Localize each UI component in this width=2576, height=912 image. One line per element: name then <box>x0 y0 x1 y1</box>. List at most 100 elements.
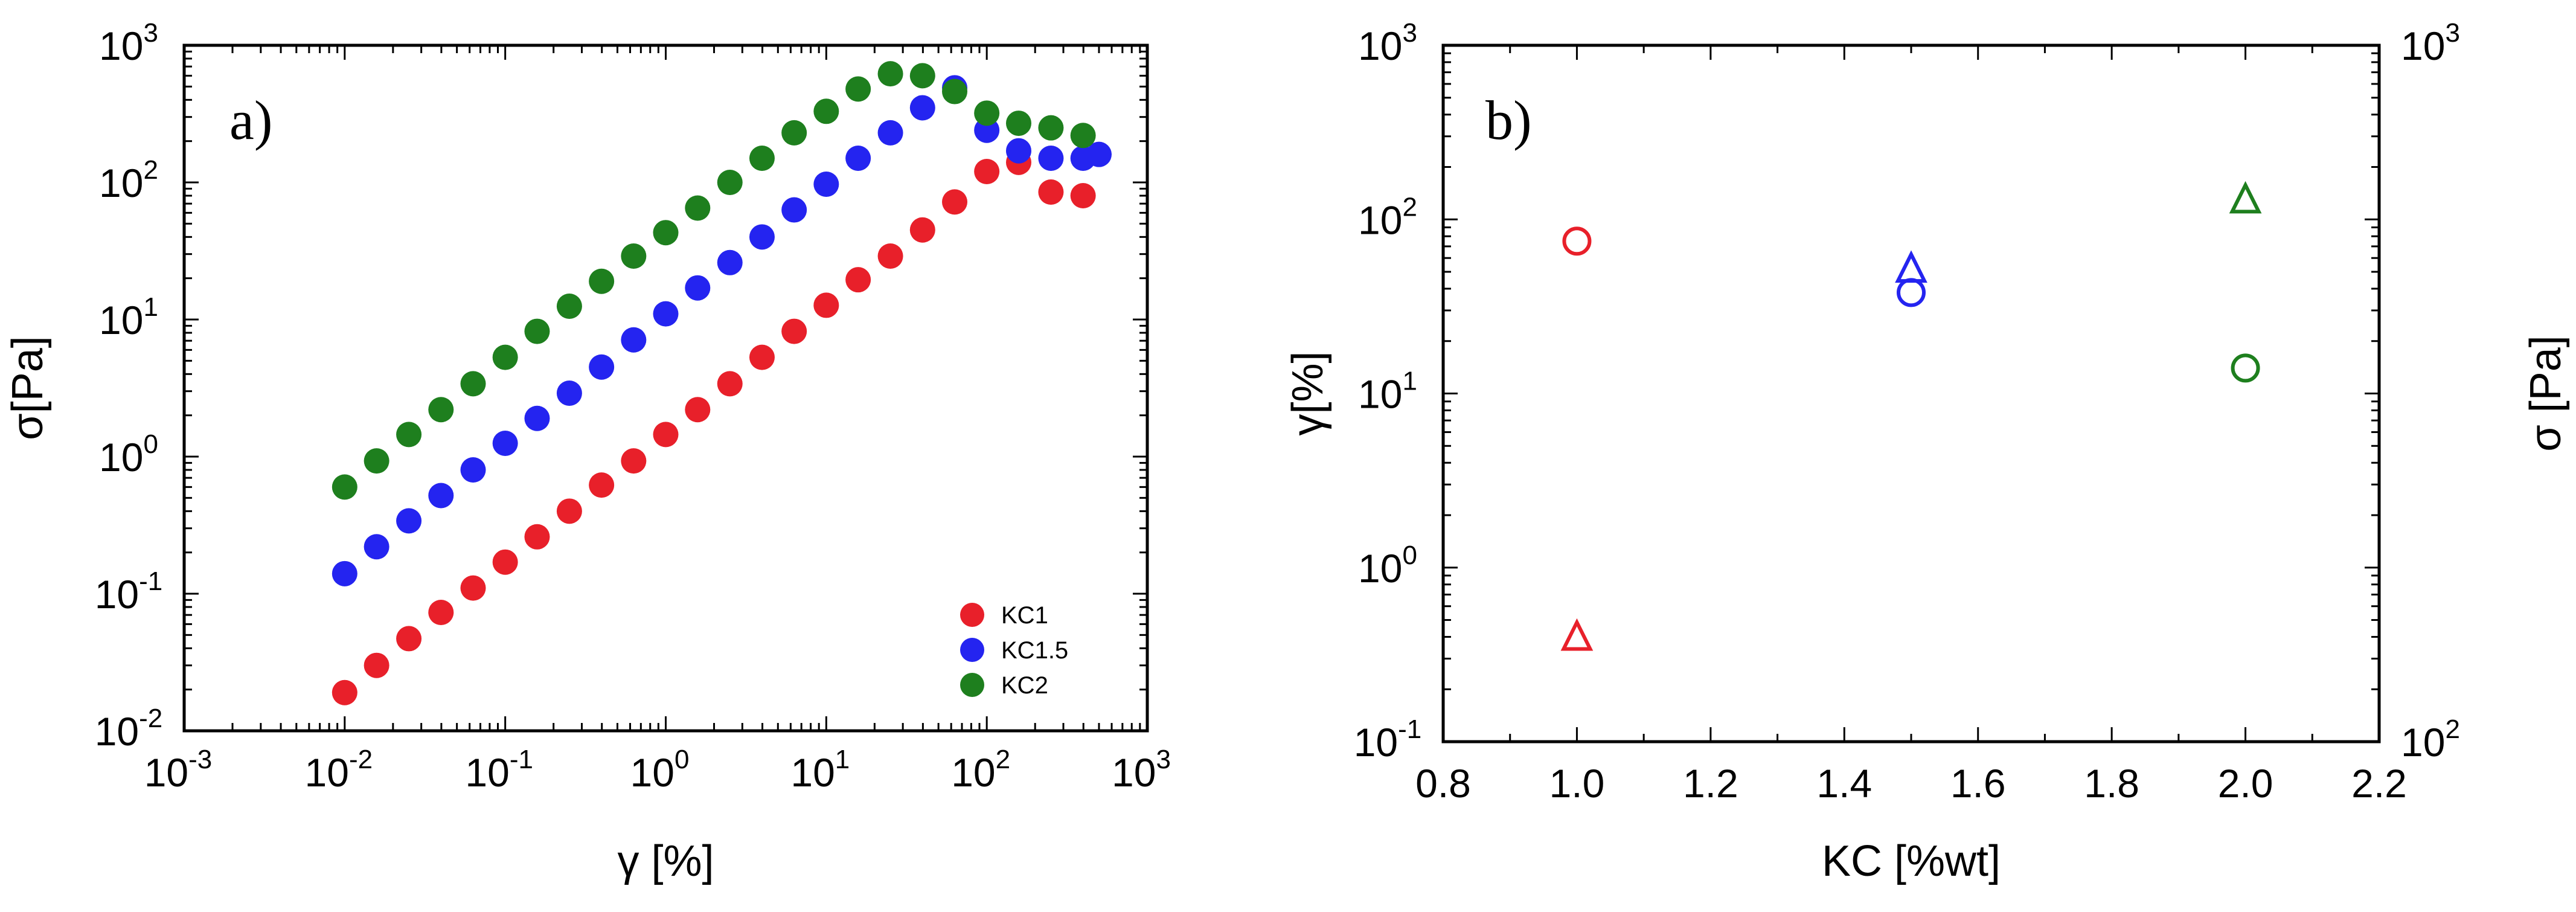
data-point-kc2 <box>621 243 647 269</box>
y-tick-label-b-base: 10 <box>1358 546 1402 591</box>
data-point-kc2 <box>749 146 775 172</box>
data-point-kc1 <box>813 292 839 318</box>
x-tick-label-a-exp: -2 <box>349 745 373 774</box>
y-tick-label-a-base: 10 <box>99 298 143 342</box>
y-tick-label-a-base: 10 <box>99 24 143 68</box>
data-point-kc1 <box>909 217 935 243</box>
data-point-circle <box>1897 278 1926 307</box>
x-tick-label-b: 1.8 <box>2084 761 2139 806</box>
y-tick-label-a-exp: -1 <box>139 567 162 596</box>
legend-marker <box>960 673 984 697</box>
data-point-kc2 <box>909 63 935 89</box>
data-point-kc2 <box>1070 123 1096 149</box>
data-point-kc1 <box>653 422 679 448</box>
data-point-kc1-5 <box>589 354 615 380</box>
data-point-kc1-5 <box>749 224 775 250</box>
data-point-kc1 <box>460 575 486 601</box>
data-point-kc1 <box>589 472 615 498</box>
panel-label-a: a) <box>229 89 272 151</box>
data-point-circle <box>2231 353 2260 383</box>
x-tick-label-a: 102 <box>951 745 1010 795</box>
y-tick-label-b-base: 10 <box>1358 24 1402 68</box>
chart-b: 0.8 1.0 1.2 1.4 1.6 1.8 2.0 2.210-1100101102103… <box>1284 18 2570 885</box>
y-tick-label-a-base: 10 <box>95 572 139 617</box>
data-point-kc1-5 <box>1086 141 1112 167</box>
x-tick-label-b: 1.2 <box>1683 761 1738 806</box>
data-point-kc1-5 <box>428 483 454 509</box>
x-tick-label-a-exp: 1 <box>835 745 850 774</box>
data-point-kc1-5 <box>364 534 389 560</box>
data-point-kc1-5 <box>813 172 839 197</box>
data-point-kc1 <box>492 549 518 575</box>
data-point-triangle <box>1560 618 1594 651</box>
data-point-kc1 <box>364 652 389 678</box>
data-point-kc1 <box>396 626 422 652</box>
data-point-kc1 <box>1038 179 1064 205</box>
data-point-kc1-5 <box>524 405 550 431</box>
data-point-kc1-5 <box>332 560 357 586</box>
data-point-kc2 <box>460 371 486 397</box>
data-point-triangle <box>1895 250 1927 283</box>
data-point-kc2 <box>653 220 679 246</box>
data-point-kc2 <box>781 120 807 146</box>
x-tick-label-a-exp: -3 <box>188 745 212 774</box>
data-point-kc1 <box>332 679 357 705</box>
data-point-kc1 <box>845 267 871 293</box>
y-tick-label-a-exp: 0 <box>143 429 158 459</box>
y-tick-label-a-exp: 2 <box>143 155 158 185</box>
x-tick-label-b: 2.0 <box>2218 761 2273 806</box>
y2-tick-label-b-base: 10 <box>2401 24 2445 68</box>
x-tick-label-a: 10-2 <box>305 745 373 795</box>
y-tick-label-a-exp: -2 <box>139 704 162 733</box>
y-tick-label-b: 103 <box>1358 18 1417 68</box>
data-point-kc1-5 <box>1038 146 1064 172</box>
data-point-kc2 <box>813 98 839 124</box>
y-tick-label-b-exp: 2 <box>1402 192 1417 222</box>
y-axis-label-a: σ[Pa] <box>4 336 52 440</box>
data-point-kc2 <box>685 195 711 221</box>
panel-label-b: b) <box>1485 89 1532 151</box>
x-tick-label-a: 10-3 <box>144 745 213 795</box>
legend-label: KC1 <box>1001 602 1048 629</box>
data-point-kc1-5 <box>781 197 807 223</box>
data-point-kc2 <box>492 344 518 370</box>
x-tick-label-a-base: 10 <box>951 750 995 795</box>
x-axis-label-a: γ [%] <box>617 837 714 885</box>
x-tick-label-b: 1.0 <box>1549 761 1605 806</box>
y-tick-label-a: 10-1 <box>95 567 163 617</box>
data-point-kc2 <box>942 79 968 104</box>
data-point-kc2 <box>1005 111 1031 136</box>
data-point-kc1-5 <box>653 301 679 327</box>
data-point-kc1-5 <box>556 381 582 406</box>
data-point-kc1 <box>556 498 582 524</box>
y-tick-label-b: 10-1 <box>1354 715 1422 765</box>
data-point-kc1 <box>749 344 775 370</box>
y-tick-label-a-base: 10 <box>99 161 143 205</box>
y2-tick-label-b-base: 10 <box>2401 720 2445 765</box>
data-point-kc1-5 <box>396 508 422 534</box>
y2-tick-label-b-exp: 2 <box>2445 715 2459 744</box>
legend-marker <box>960 638 984 662</box>
legend-label: KC1.5 <box>1001 637 1068 664</box>
x-tick-label-a-base: 10 <box>790 750 835 795</box>
x-axis-label-b: KC [%wt] <box>1822 837 2001 885</box>
data-point-kc1-5 <box>621 327 647 353</box>
data-point-kc1-5 <box>460 457 486 483</box>
legend-marker <box>960 603 984 627</box>
y-tick-label-b: 102 <box>1358 192 1417 242</box>
x-tick-label-a: 10-1 <box>465 745 533 795</box>
x-tick-label-a-base: 10 <box>305 750 349 795</box>
y-tick-label-b-base: 10 <box>1354 720 1398 765</box>
data-point-kc1-5 <box>877 120 903 146</box>
x-tick-label-a-exp: 0 <box>674 745 689 774</box>
data-point-kc1 <box>524 524 550 550</box>
x-tick-label-a-base: 10 <box>630 750 674 795</box>
data-point-kc1-5 <box>1005 138 1031 164</box>
y-tick-label-b-base: 10 <box>1358 372 1402 417</box>
y2-tick-label-b-exp: 3 <box>2445 18 2459 48</box>
legend-label: KC2 <box>1001 672 1048 699</box>
x-tick-label-a: 101 <box>790 745 850 795</box>
data-point-circle <box>1562 226 1592 256</box>
y-tick-label-b-exp: -1 <box>1398 715 1421 744</box>
